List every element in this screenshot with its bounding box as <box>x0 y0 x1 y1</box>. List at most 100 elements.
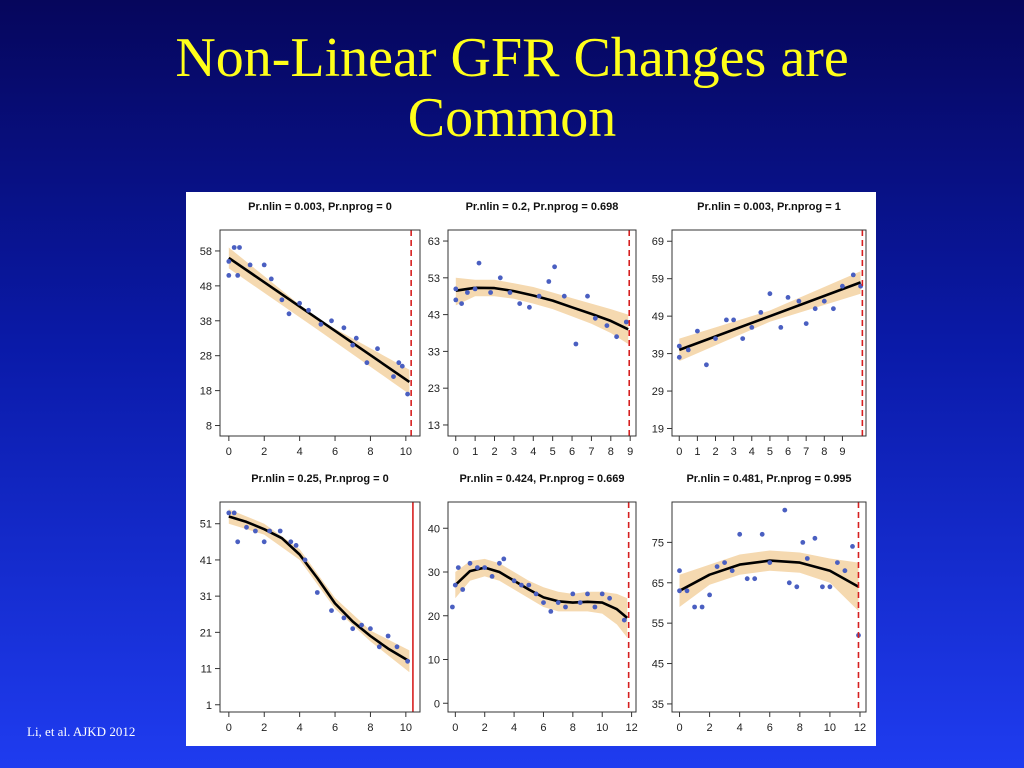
y-tick-label: 21 <box>200 627 212 639</box>
data-point <box>536 293 542 299</box>
x-tick-label: 5 <box>550 446 556 458</box>
data-point <box>231 245 237 250</box>
y-tick-label: 43 <box>428 310 440 322</box>
x-tick-label: 3 <box>511 446 517 458</box>
data-point <box>713 336 718 341</box>
data-point <box>235 273 241 278</box>
data-point <box>253 528 258 534</box>
plot-frame <box>671 229 867 437</box>
data-point <box>460 587 466 592</box>
data-point <box>785 295 791 300</box>
plot-panel-4: Pr.nlin = 0.25, Pr.nprog = 0111213141510… <box>200 473 421 734</box>
data-point <box>261 262 267 268</box>
data-point <box>820 584 825 590</box>
data-point <box>607 595 612 601</box>
data-point <box>812 306 818 312</box>
x-tick-label: 7 <box>588 446 594 458</box>
plot-panel-3: Pr.nlin = 0.003, Pr.nprog = 119293949596… <box>652 201 867 458</box>
data-point <box>385 633 391 639</box>
data-point <box>704 362 709 368</box>
figure-panel: Pr.nlin = 0.003, Pr.nprog = 0 8 18 28 38 48 58… <box>186 192 876 746</box>
x-tick-label: 1 <box>472 446 478 458</box>
data-point <box>237 245 242 250</box>
data-point <box>350 626 356 632</box>
y-tick-label: 65 <box>652 578 664 590</box>
y-tick-label: 75 <box>652 537 664 549</box>
data-point <box>368 626 373 632</box>
data-point <box>677 588 682 594</box>
data-point <box>561 293 567 299</box>
data-point <box>850 544 855 549</box>
x-tick-label: 8 <box>797 722 803 734</box>
data-point <box>375 346 380 352</box>
data-point <box>729 568 735 574</box>
data-point <box>592 604 598 610</box>
data-point <box>800 540 806 545</box>
y-tick-label: 8 <box>206 421 212 433</box>
y-tick-label: 1 <box>206 700 212 712</box>
data-point <box>546 279 552 284</box>
y-tick-label: 55 <box>652 618 664 630</box>
y-tick-label: 18 <box>200 386 212 398</box>
data-point <box>247 262 253 268</box>
y-tick-label: 53 <box>428 273 440 285</box>
data-point <box>297 300 302 306</box>
x-tick-label: 2 <box>261 722 267 734</box>
plot-title: Pr.nlin = 0.481, Pr.nprog = 0.995 <box>686 473 851 485</box>
data-point <box>267 528 272 534</box>
y-tick-label: 13 <box>428 420 440 432</box>
confidence-band <box>455 277 629 344</box>
data-point <box>306 307 311 313</box>
plot-panel-2: Pr.nlin = 0.2, Pr.nprog = 0.698132333435… <box>428 201 637 458</box>
y-tick-label: 58 <box>200 246 212 258</box>
data-point <box>226 259 232 264</box>
data-point <box>519 582 524 588</box>
data-point <box>752 576 758 582</box>
plot-title: Pr.nlin = 0.424, Pr.nprog = 0.669 <box>459 473 624 485</box>
x-tick-label: 5 <box>767 446 773 458</box>
data-point <box>286 311 292 317</box>
data-point <box>707 592 712 598</box>
data-point <box>695 328 700 334</box>
x-tick-label: 2 <box>482 722 488 734</box>
y-tick-label: 69 <box>652 236 664 248</box>
y-tick-label: 35 <box>652 699 664 711</box>
data-point <box>467 560 473 566</box>
data-point <box>465 290 470 295</box>
data-point <box>842 568 848 574</box>
data-point <box>476 260 482 266</box>
x-tick-label: 0 <box>676 722 682 734</box>
data-point <box>329 608 334 613</box>
data-point <box>731 317 736 323</box>
data-point <box>552 264 557 270</box>
data-point <box>714 564 720 569</box>
data-point <box>453 297 459 303</box>
x-tick-label: 4 <box>749 446 755 458</box>
y-tick-label: 63 <box>428 236 440 248</box>
data-point <box>455 565 461 570</box>
fit-line <box>678 281 862 352</box>
data-point <box>744 576 750 582</box>
data-point <box>722 560 727 565</box>
data-point <box>585 591 590 597</box>
data-point <box>517 301 523 306</box>
data-point <box>794 584 800 590</box>
data-point <box>526 582 532 588</box>
data-point <box>497 275 503 281</box>
x-tick-label: 8 <box>608 446 614 458</box>
x-tick-label: 6 <box>332 722 338 734</box>
fit-line <box>228 515 411 663</box>
data-point <box>563 604 568 610</box>
data-point <box>482 565 488 570</box>
y-tick-label: 10 <box>428 655 440 667</box>
data-point <box>261 539 267 545</box>
data-point <box>599 591 605 597</box>
data-point <box>850 272 856 278</box>
data-point <box>749 325 755 330</box>
fit-line <box>228 256 411 383</box>
y-tick-label: 29 <box>652 386 664 398</box>
data-point <box>353 335 359 341</box>
data-point <box>677 568 682 574</box>
y-tick-label: 28 <box>200 351 212 363</box>
data-point <box>676 343 682 349</box>
